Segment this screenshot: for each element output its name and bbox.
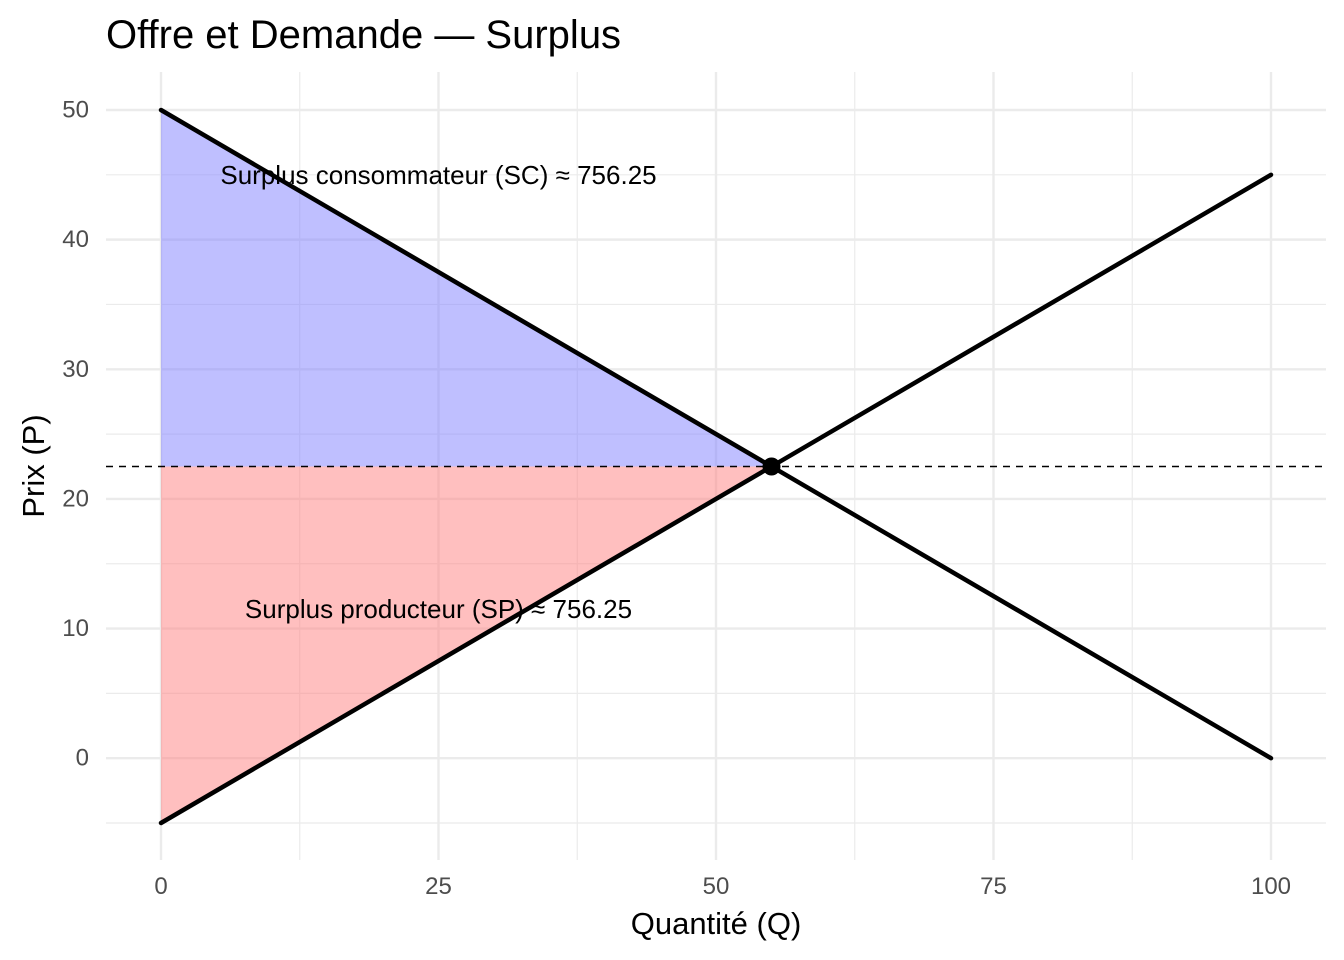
y-tick-label: 20 <box>62 485 89 512</box>
demand-line <box>158 107 1274 761</box>
x-tick-label: 50 <box>703 873 730 900</box>
y-axis-title: Prix (P) <box>16 414 51 517</box>
curves <box>158 107 1274 826</box>
producer-surplus-label: Surplus producteur (SP) ≈ 756.25 <box>245 594 632 624</box>
chart-title: Offre et Demande — Surplus <box>106 13 621 57</box>
equilibrium-point <box>762 457 781 476</box>
x-tick-label: 100 <box>1251 873 1291 900</box>
consumer-surplus-label: Surplus consommateur (SC) ≈ 756.25 <box>220 160 656 190</box>
x-tick-label: 25 <box>425 873 452 900</box>
annotations: Surplus consommateur (SC) ≈ 756.25 Surplu… <box>220 160 656 624</box>
y-tick-labels: 0 10 20 30 40 50 <box>62 97 89 772</box>
x-tick-labels: 0 25 50 75 100 <box>154 873 1291 900</box>
y-tick-label: 30 <box>62 356 89 383</box>
x-tick-label: 75 <box>980 873 1007 900</box>
y-tick-label: 10 <box>62 615 89 642</box>
y-tick-label: 40 <box>62 226 89 253</box>
supply-line <box>158 172 1274 826</box>
equilibrium-group <box>762 457 781 476</box>
x-tick-label: 0 <box>154 873 167 900</box>
y-tick-label: 50 <box>62 97 89 124</box>
x-axis-title: Quantité (Q) <box>631 906 802 941</box>
y-tick-label: 0 <box>76 745 89 772</box>
